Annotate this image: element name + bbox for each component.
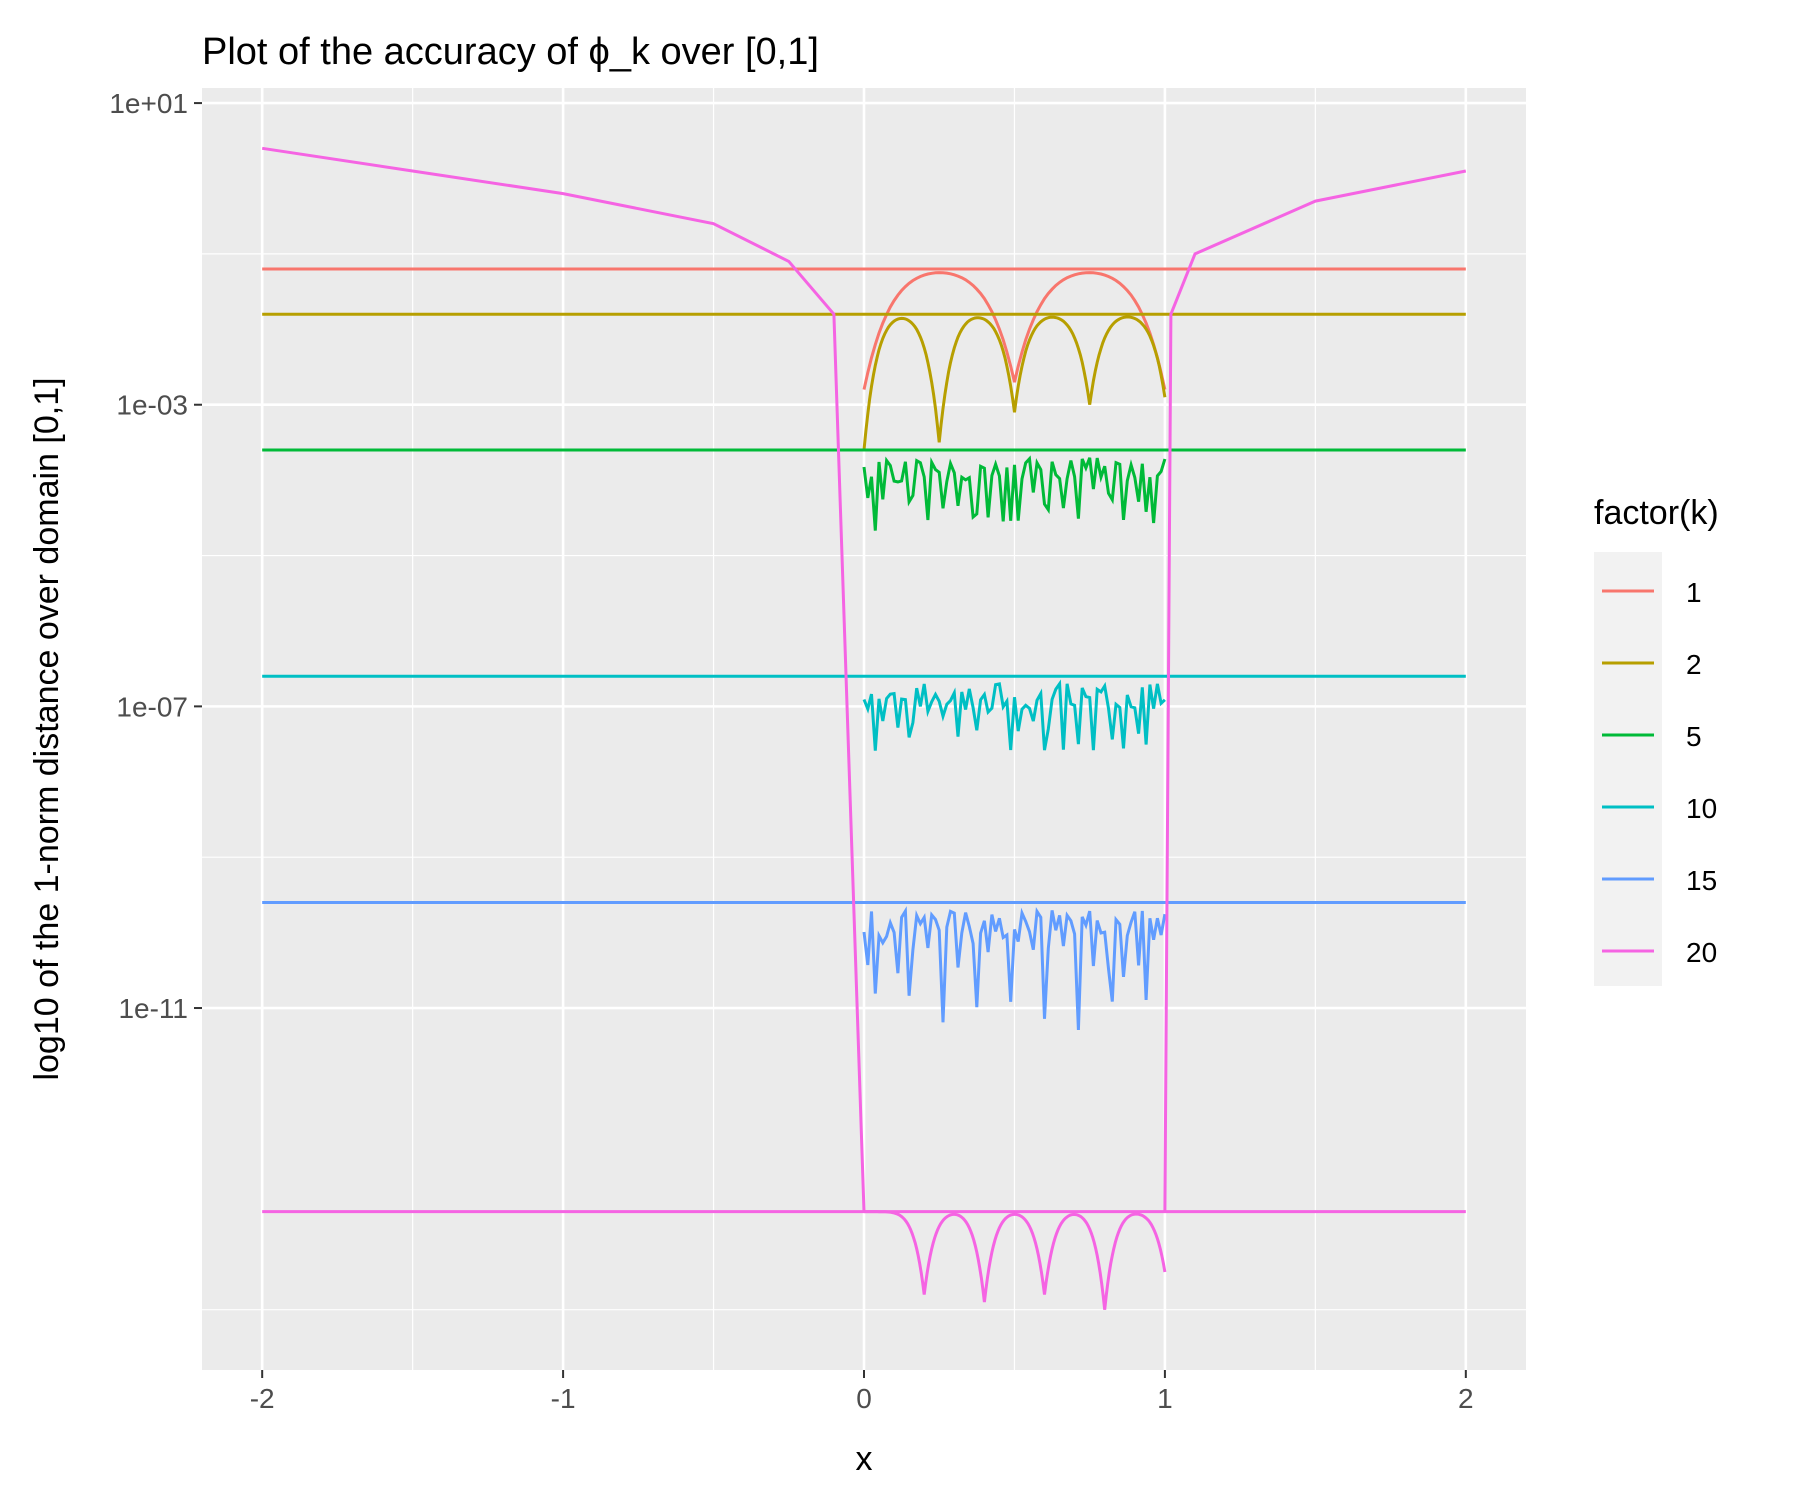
x-axis-label: x	[856, 1440, 873, 1478]
x-tick-label: -1	[551, 1383, 576, 1414]
legend-title: factor(k)	[1594, 494, 1719, 532]
y-tick-label: 1e-07	[116, 691, 188, 722]
x-tick-label: -2	[250, 1383, 275, 1414]
legend-label-10: 10	[1686, 793, 1717, 824]
x-tick-label: 0	[856, 1383, 872, 1414]
chart-title: Plot of the accuracy of ϕ_k over [0,1]	[202, 31, 819, 73]
series-20-left-branch	[261, 146, 866, 1212]
series-2-inner-curve	[862, 315, 1167, 451]
legend-label-20: 20	[1686, 937, 1717, 968]
series-layer	[261, 146, 1467, 1310]
legend: factor(k) 1 2 5 10 15 20	[1594, 494, 1719, 986]
legend-label-1: 1	[1686, 577, 1702, 608]
x-tick-label: 1	[1157, 1383, 1173, 1414]
axis-layer: -2 -1 0 1 2 1e+01 1e-03 1e-07 1e-11	[109, 88, 1473, 1414]
series-20-inner-curve	[864, 1210, 1167, 1310]
legend-label-5: 5	[1686, 721, 1702, 752]
series-10-inner-curve	[862, 679, 1166, 751]
series-1-inner-curve	[862, 271, 1167, 390]
series-5-inner-curve	[862, 455, 1167, 531]
y-tick-label: 1e-11	[118, 993, 188, 1024]
legend-key-background	[1594, 552, 1662, 986]
legend-label-15: 15	[1686, 865, 1717, 896]
legend-label-2: 2	[1686, 649, 1702, 680]
x-tick-label: 2	[1458, 1383, 1474, 1414]
grid-lines	[202, 88, 1526, 1370]
y-tick-label: 1e-03	[116, 390, 188, 421]
series-20-right-branch	[1163, 169, 1467, 1212]
y-tick-label: 1e+01	[109, 88, 188, 119]
series-15-inner-curve	[862, 906, 1167, 1030]
y-axis-label: log10 of the 1-norm distance over domain…	[28, 377, 66, 1080]
